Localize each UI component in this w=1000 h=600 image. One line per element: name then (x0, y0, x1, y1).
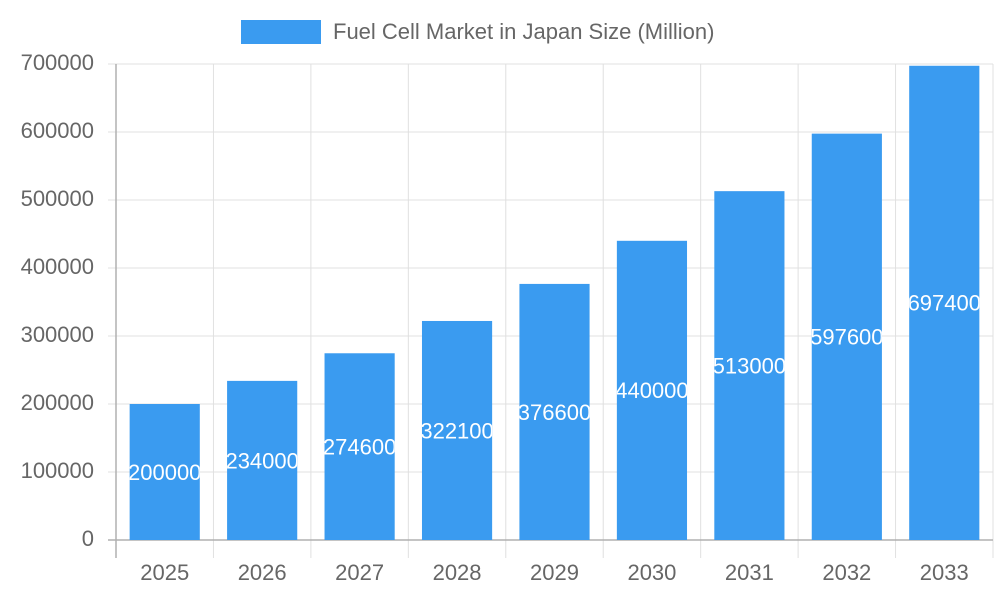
data-label: 274600 (323, 434, 396, 459)
data-label: 200000 (128, 460, 201, 485)
data-label: 697400 (908, 291, 981, 316)
bar (129, 404, 200, 540)
y-tick-label: 0 (82, 526, 94, 551)
y-tick-label: 100000 (21, 458, 94, 483)
data-label: 597600 (810, 325, 883, 350)
x-tick-label: 2027 (335, 560, 384, 585)
x-tick-label: 2029 (530, 560, 579, 585)
bar (811, 133, 882, 540)
bar (909, 65, 980, 540)
bar (227, 380, 298, 540)
y-tick-label: 200000 (21, 390, 94, 415)
data-label: 376600 (518, 400, 591, 425)
y-tick-label: 700000 (21, 50, 94, 75)
y-tick-label: 300000 (21, 322, 94, 347)
legend-swatch (241, 20, 321, 44)
x-tick-label: 2025 (140, 560, 189, 585)
x-tick-label: 2030 (627, 560, 676, 585)
bar (616, 240, 688, 541)
legend-label: Fuel Cell Market in Japan Size (Million) (333, 19, 714, 44)
x-tick-label: 2032 (822, 560, 871, 585)
data-label: 322100 (420, 418, 493, 443)
y-tick-label: 600000 (21, 118, 94, 143)
x-tick-label: 2031 (725, 560, 774, 585)
x-tick-label: 2028 (433, 560, 482, 585)
data-label: 234000 (225, 448, 298, 473)
bar (519, 283, 590, 540)
data-label: 513000 (713, 353, 786, 378)
y-tick-label: 400000 (21, 254, 94, 279)
data-label: 440000 (615, 378, 688, 403)
x-tick-label: 2026 (238, 560, 287, 585)
y-tick-label: 500000 (21, 186, 94, 211)
bar (714, 191, 785, 540)
bar (324, 353, 395, 540)
bar (421, 320, 493, 540)
x-tick-label: 2033 (920, 560, 969, 585)
